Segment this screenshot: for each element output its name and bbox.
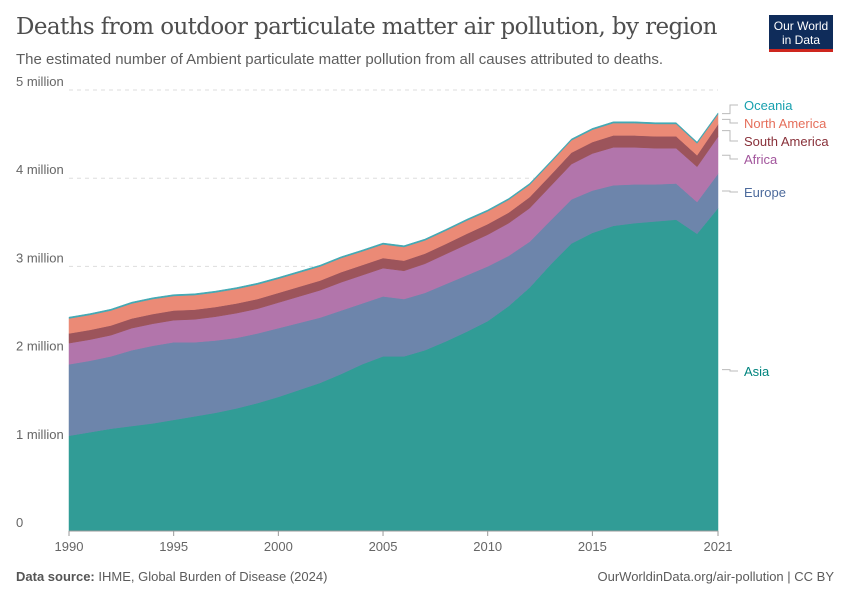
- label-connector: [722, 154, 738, 160]
- label-connector: [722, 130, 738, 142]
- label-connector: [722, 104, 738, 115]
- owid-logo[interactable]: Our World in Data: [769, 15, 833, 52]
- source-label: Data source:: [16, 569, 95, 584]
- credit-link[interactable]: OurWorldinData.org/air-pollution | CC BY: [597, 569, 834, 584]
- x-tick-label: 2000: [264, 539, 293, 554]
- x-tick-label: 2010: [473, 539, 502, 554]
- x-tick-label: 2021: [704, 539, 733, 554]
- legend-label-north-america[interactable]: North America: [744, 116, 827, 131]
- label-connector: [722, 118, 738, 124]
- label-connector: [722, 190, 738, 193]
- logo-line2: in Data: [781, 33, 821, 47]
- legend-label-europe[interactable]: Europe: [744, 185, 786, 200]
- x-tick-label: 2005: [369, 539, 398, 554]
- legend-label-oceania[interactable]: Oceania: [744, 98, 793, 113]
- y-tick-label: 1 million: [16, 427, 64, 442]
- legend-label-south-america[interactable]: South America: [744, 134, 829, 149]
- data-source: Data source: IHME, Global Burden of Dise…: [16, 569, 327, 584]
- label-connector: [722, 369, 738, 372]
- chart-subtitle: The estimated number of Ambient particul…: [16, 51, 664, 68]
- legend-label-asia[interactable]: Asia: [744, 364, 770, 379]
- y-tick-label: 0: [16, 515, 23, 530]
- y-tick-label: 5 million: [16, 74, 64, 89]
- y-tick-label: 3 million: [16, 250, 64, 265]
- legend-label-africa[interactable]: Africa: [744, 152, 778, 167]
- y-tick-label: 2 million: [16, 339, 64, 354]
- logo-line1: Our World: [773, 19, 829, 33]
- x-tick-label: 1995: [159, 539, 188, 554]
- area-oceania: [68, 112, 719, 319]
- source-text[interactable]: IHME, Global Burden of Disease (2024): [98, 569, 328, 584]
- x-tick-label: 2015: [578, 539, 607, 554]
- chart-title: Deaths from outdoor particulate matter a…: [16, 14, 717, 40]
- y-tick-label: 4 million: [16, 162, 64, 177]
- x-tick-label: 1990: [55, 539, 84, 554]
